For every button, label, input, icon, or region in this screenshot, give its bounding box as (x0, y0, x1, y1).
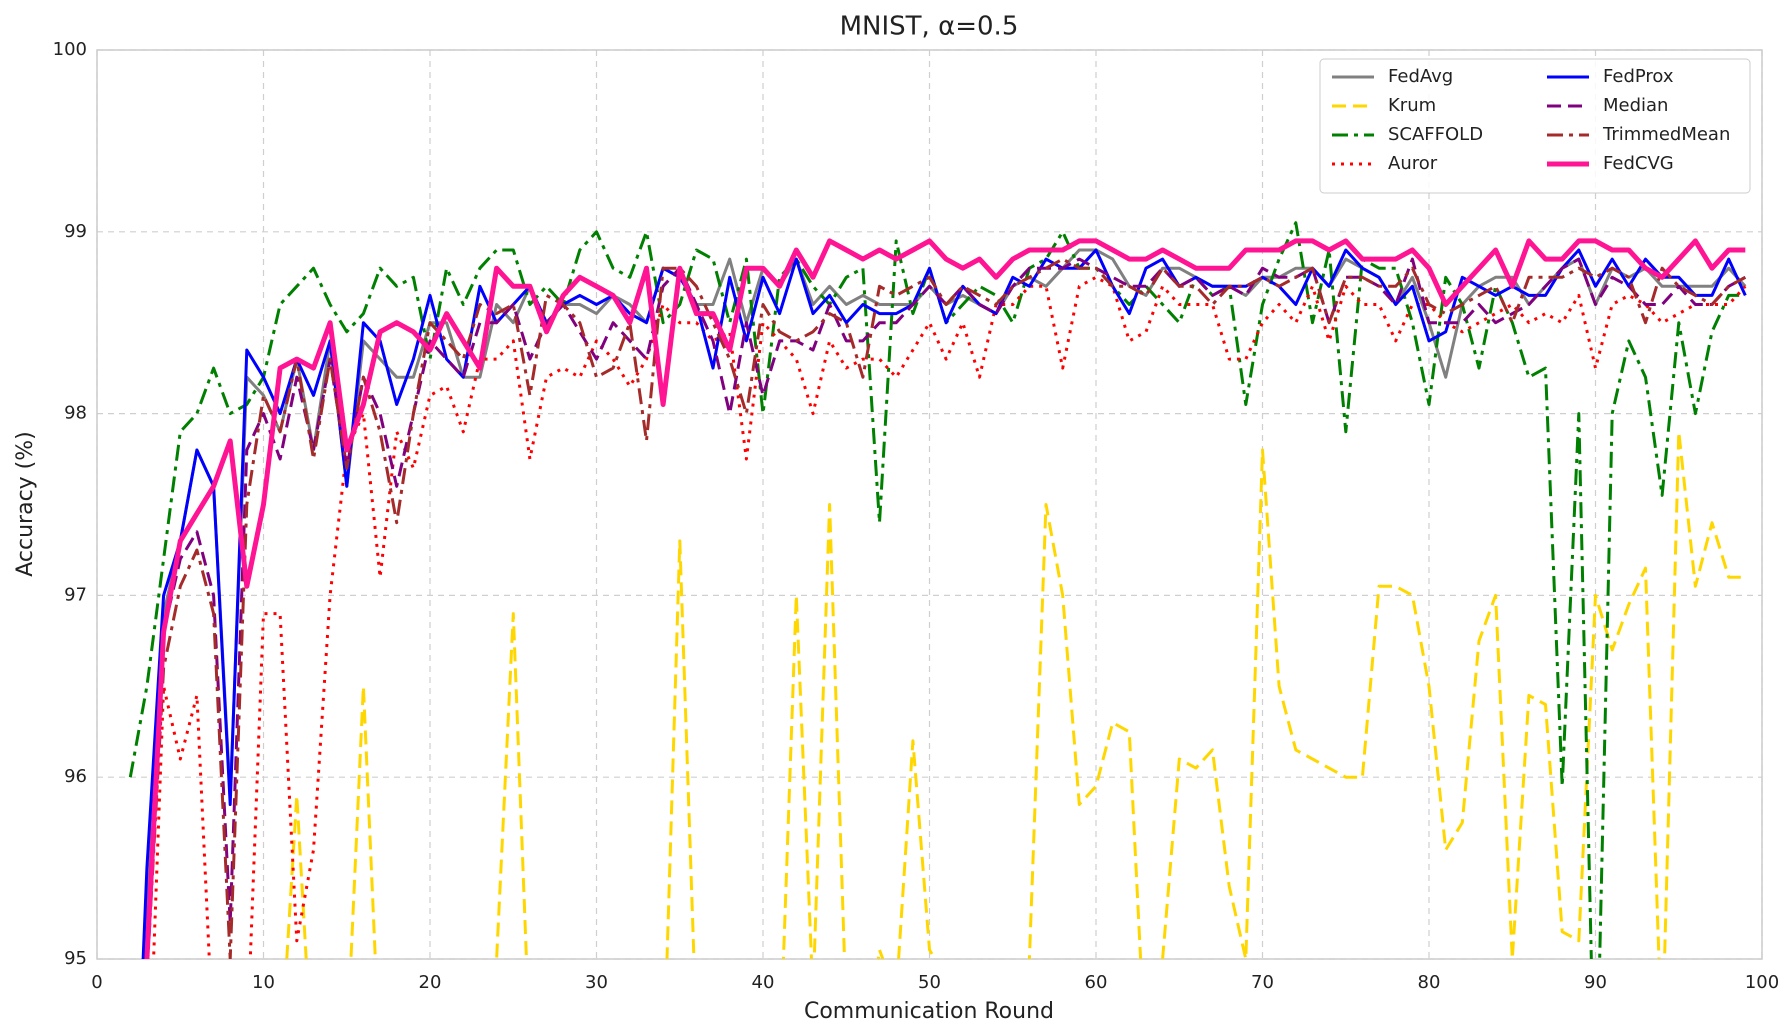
legend-label: TrimmedMean (1602, 124, 1730, 145)
legend-label: Median (1603, 95, 1668, 116)
data-line (144, 238, 1746, 959)
plot-frame (96, 49, 1763, 960)
x-tick-label: 80 (1418, 972, 1441, 993)
x-tick-label: 10 (252, 972, 275, 993)
data-line (146, 257, 1747, 959)
y-axis-label: Accuracy (%) (13, 431, 38, 577)
x-tick-label: 60 (1085, 972, 1108, 993)
x-tick-label: 50 (918, 972, 941, 993)
x-tick-label: 70 (1251, 972, 1274, 993)
legend-label: FedProx (1603, 66, 1674, 87)
y-tick-label: 100 (53, 39, 87, 60)
plot-lines (128, 221, 1747, 959)
legend-label: SCAFFOLD (1388, 124, 1483, 145)
y-tick-label: 98 (64, 403, 87, 424)
x-axis-label: Communication Round (804, 999, 1054, 1024)
data-line (285, 430, 1746, 959)
legend-label: FedAvg (1388, 66, 1453, 87)
data-line (145, 257, 1747, 959)
x-tick-label: 30 (585, 972, 608, 993)
y-tick-label: 97 (64, 584, 87, 605)
x-tick-label: 100 (1745, 972, 1779, 993)
x-tick-label: 20 (419, 972, 442, 993)
legend-label: Auror (1388, 153, 1438, 174)
chart-title: MNIST, α=0.5 (840, 12, 1019, 42)
y-tick-label: 96 (64, 766, 87, 787)
y-tick-label: 99 (64, 221, 87, 242)
x-tick-label: 0 (91, 972, 102, 993)
data-line (128, 221, 1746, 959)
x-tick-label: 40 (752, 972, 775, 993)
legend-label: FedCVG (1603, 153, 1674, 174)
legend-label: Krum (1388, 95, 1436, 116)
y-tick-label: 95 (64, 948, 87, 969)
x-tick-label: 90 (1584, 972, 1607, 993)
data-line (152, 275, 1747, 959)
legend-box (1319, 58, 1751, 194)
